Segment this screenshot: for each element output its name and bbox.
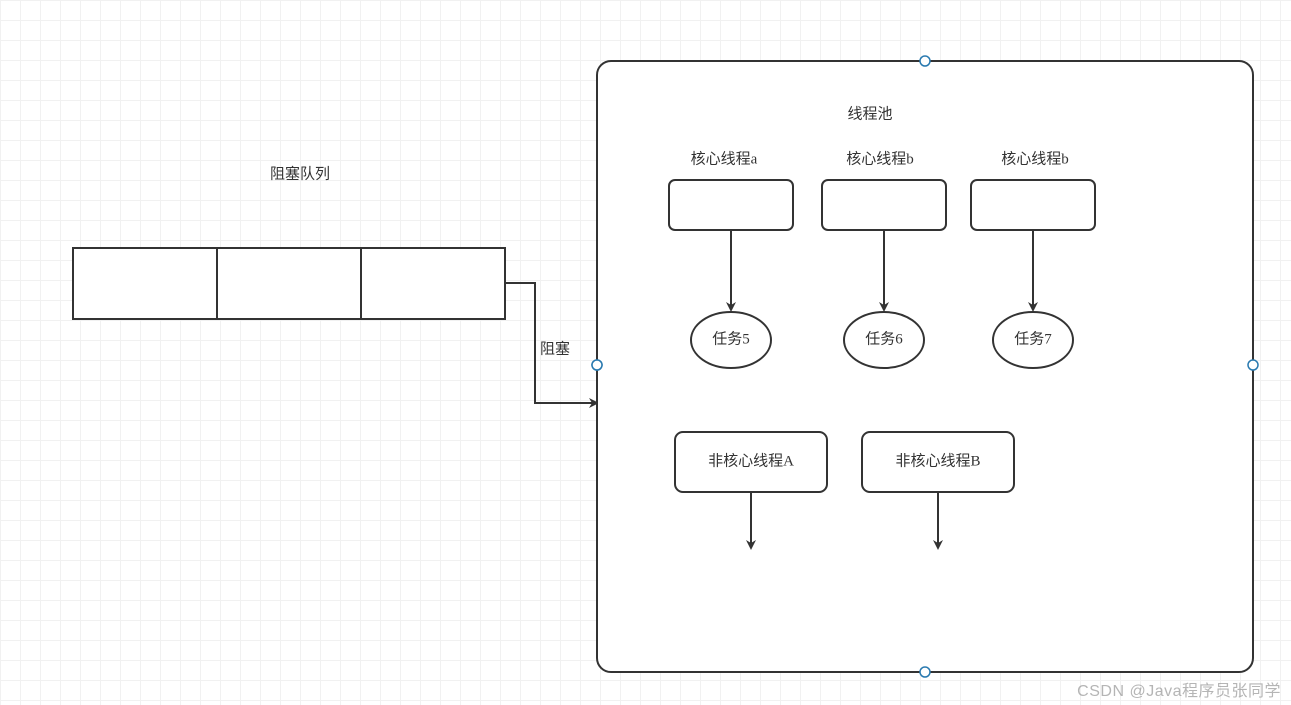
core-thread-box-2 [971,180,1095,230]
connector-label: 阻塞 [540,339,570,357]
core-thread-box-1 [822,180,946,230]
selection-handle[interactable] [920,667,930,677]
queue-title: 阻塞队列 [270,164,330,182]
selection-handle[interactable] [592,360,602,370]
core-thread-label-1: 核心线程b [846,150,914,167]
selection-handle[interactable] [1248,360,1258,370]
noncore-thread-label-0: 非核心线程A [708,452,794,469]
queue-rect [73,248,505,319]
pool-title: 线程池 [847,105,892,122]
selection-handle[interactable] [920,56,930,66]
task-label-2: 任务7 [1014,330,1052,347]
noncore-thread-label-1: 非核心线程B [895,452,980,469]
core-thread-label-0: 核心线程a [691,150,758,167]
task-label-0: 任务5 [712,330,750,347]
diagram-stage: 阻塞队列阻塞 线程池核心线程a 任务5 核心线程b 任务6 核心线程b 任务7 非核心线程A 非… [0,0,1291,705]
core-thread-box-0 [669,180,793,230]
task-label-1: 任务6 [865,330,903,347]
core-thread-label-2: 核心线程b [1001,150,1069,167]
